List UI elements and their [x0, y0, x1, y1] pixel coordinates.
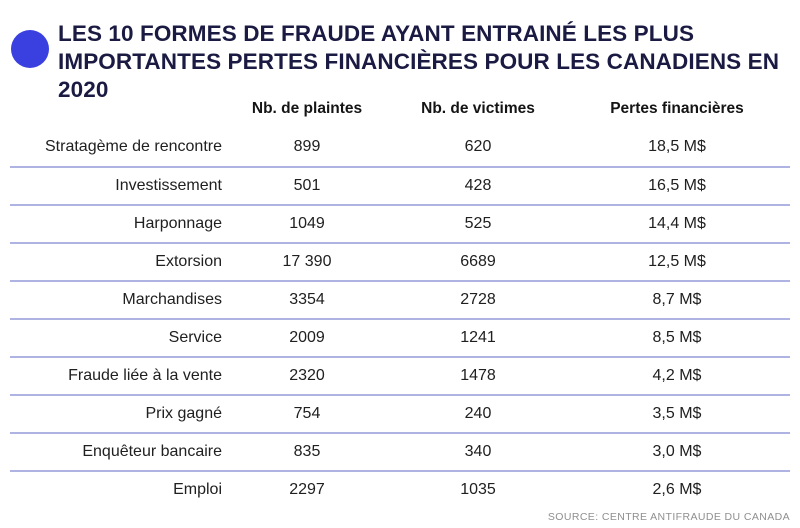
column-header-pertes: Pertes financières	[610, 100, 744, 117]
page-title-line1: LES 10 FORMES DE FRAUDE AYANT ENTRAINÉ L…	[58, 21, 695, 46]
cell-plaintes: 17 390	[282, 253, 332, 270]
cell-pertes: 3,5 M$	[652, 405, 702, 422]
cell-victimes: 6689	[460, 253, 496, 270]
page-title: LES 10 FORMES DE FRAUDE AYANT ENTRAINÉ L…	[58, 20, 790, 104]
cell-pertes: 3,0 M$	[652, 443, 702, 460]
cell-plaintes: 3354	[289, 291, 325, 308]
cell-plaintes: 2320	[289, 367, 325, 384]
row-label: Harponnage	[133, 215, 222, 232]
cell-victimes: 1478	[460, 367, 496, 384]
table-header-row: Nb. de plaintes Nb. de victimes Pertes f…	[10, 90, 790, 128]
title-block: LES 10 FORMES DE FRAUDE AYANT ENTRAINÉ L…	[0, 0, 800, 102]
cell-pertes: 8,7 M$	[652, 291, 702, 308]
cell-pertes: 14,4 M$	[648, 215, 706, 232]
cell-plaintes: 835	[293, 443, 321, 460]
cell-victimes: 340	[464, 443, 492, 460]
column-header-victimes: Nb. de victimes	[421, 100, 535, 117]
table-row: Emploi 2297 1035 2,6 M$	[10, 470, 790, 508]
column-header-plaintes: Nb. de plaintes	[251, 100, 363, 117]
source-credit: SOURCE: CENTRE ANTIFRAUDE DU CANADA	[547, 511, 790, 523]
cell-plaintes: 899	[293, 138, 321, 155]
cell-victimes: 525	[464, 215, 492, 232]
bullet-circle-icon	[11, 30, 49, 68]
row-label: Service	[168, 329, 222, 346]
row-label: Enquêteur bancaire	[82, 443, 222, 460]
fraud-table: Nb. de plaintes Nb. de victimes Pertes f…	[10, 90, 790, 508]
cell-victimes: 1035	[460, 481, 496, 498]
table-row: Enquêteur bancaire 835 340 3,0 M$	[10, 432, 790, 470]
cell-plaintes: 2009	[289, 329, 325, 346]
cell-pertes: 18,5 M$	[648, 138, 706, 155]
table-row: Harponnage 1049 525 14,4 M$	[10, 204, 790, 242]
cell-pertes: 12,5 M$	[648, 253, 706, 270]
cell-plaintes: 1049	[289, 215, 325, 232]
page-title-line2: IMPORTANTES PERTES FINANCIÈRES POUR LES …	[58, 49, 780, 102]
cell-victimes: 620	[464, 138, 492, 155]
table-row: Fraude liée à la vente 2320 1478 4,2 M$	[10, 356, 790, 394]
cell-plaintes: 2297	[289, 481, 325, 498]
row-label: Prix gagné	[145, 405, 223, 422]
table-row: Marchandises 3354 2728 8,7 M$	[10, 280, 790, 318]
table-row: Service 2009 1241 8,5 M$	[10, 318, 790, 356]
cell-victimes: 1241	[460, 329, 496, 346]
cell-pertes: 8,5 M$	[652, 329, 702, 346]
cell-pertes: 2,6 M$	[652, 481, 702, 498]
row-label: Extorsion	[155, 253, 222, 270]
cell-plaintes: 754	[293, 405, 321, 422]
row-label: Marchandises	[122, 291, 222, 308]
cell-victimes: 240	[464, 405, 492, 422]
row-label: Investissement	[115, 177, 222, 194]
row-label: Stratagème de rencontre	[45, 138, 222, 155]
cell-victimes: 428	[464, 177, 492, 194]
cell-victimes: 2728	[460, 291, 496, 308]
table-row: Prix gagné 754 240 3,5 M$	[10, 394, 790, 432]
table-row: Stratagème de rencontre 899 620 18,5 M$	[10, 128, 790, 166]
cell-plaintes: 501	[293, 177, 321, 194]
row-label: Fraude liée à la vente	[68, 367, 222, 384]
row-label: Emploi	[173, 481, 222, 498]
table-row: Investissement 501 428 16,5 M$	[10, 166, 790, 204]
table-row: Extorsion 17 390 6689 12,5 M$	[10, 242, 790, 280]
cell-pertes: 4,2 M$	[652, 367, 702, 384]
cell-pertes: 16,5 M$	[648, 177, 706, 194]
